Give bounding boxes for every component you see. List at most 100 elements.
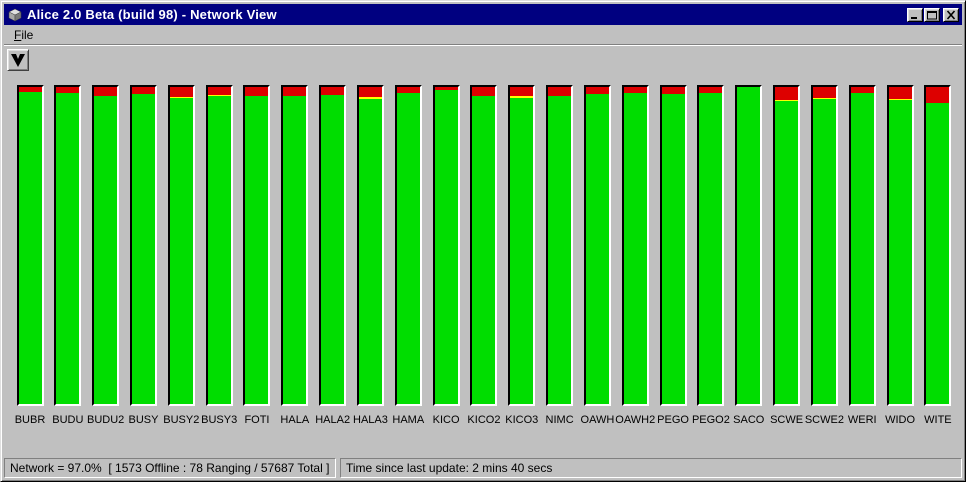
network-bar-kico3[interactable] (508, 85, 536, 406)
offline-segment (131, 87, 155, 94)
network-bar-pego2[interactable] (697, 85, 725, 406)
ranging-segment (169, 97, 193, 99)
offline-segment (18, 87, 42, 92)
offline-segment (358, 87, 382, 98)
network-bar-hala2[interactable] (319, 85, 347, 406)
online-segment (926, 102, 950, 404)
offline-segment (585, 87, 609, 94)
network-bar-pego[interactable] (659, 85, 687, 406)
expand-dropdown-button[interactable] (7, 49, 29, 71)
online-segment (207, 96, 231, 404)
bar-label: HALA3 (353, 414, 388, 426)
bar-column: PEGO (656, 85, 690, 426)
bar-label: BUBR (14, 414, 46, 426)
maximize-button[interactable] (924, 7, 940, 22)
online-segment (775, 100, 799, 404)
network-bar-oawh[interactable] (583, 85, 611, 406)
offline-segment (623, 87, 647, 93)
bar-column: WIDO (883, 85, 917, 426)
network-bar-wite[interactable] (924, 85, 952, 406)
ranging-segment (775, 99, 799, 101)
ranging-segment (207, 94, 231, 97)
bar-column: BUSY (126, 85, 160, 426)
online-segment (850, 92, 874, 404)
online-segment (812, 99, 836, 404)
offline-segment (94, 87, 118, 96)
bar-chart: BUBR BUDU BUDU2 BUSY BUSY2 BUSY3 FOTI HALA HALA2… (13, 85, 955, 426)
bar-label: SACO (733, 414, 765, 426)
network-bar-budu2[interactable] (92, 85, 120, 406)
network-bar-saco[interactable] (735, 85, 763, 406)
bar-label: BUSY (128, 414, 159, 426)
network-bar-foti[interactable] (243, 85, 271, 406)
bar-label: OAWH (580, 414, 615, 426)
offline-segment (321, 87, 345, 95)
network-bar-weri[interactable] (848, 85, 876, 406)
network-bar-busy3[interactable] (205, 85, 233, 406)
offline-segment (926, 87, 950, 103)
online-segment (56, 92, 80, 404)
bar-label: BUSY2 (163, 414, 200, 426)
bar-column: FOTI (240, 85, 274, 426)
network-bar-hala3[interactable] (356, 85, 384, 406)
network-bar-busy[interactable] (129, 85, 157, 406)
offline-segment (434, 87, 458, 90)
ranging-segment (510, 96, 534, 99)
network-bar-hala[interactable] (281, 85, 309, 406)
network-bar-busy2[interactable] (167, 85, 195, 406)
network-bar-hama[interactable] (394, 85, 422, 406)
online-segment (737, 87, 761, 404)
window-controls (906, 7, 959, 22)
online-segment (623, 92, 647, 404)
minimize-button[interactable] (907, 7, 923, 22)
online-segment (585, 93, 609, 404)
ranging-segment (812, 98, 836, 100)
status-bar: Network = 97.0% [ 1573 Offline : 78 Rang… (4, 458, 962, 478)
menu-item-file[interactable]: File (14, 27, 34, 42)
bar-label: NIMC (545, 414, 574, 426)
bar-column: NIMC (543, 85, 577, 426)
online-segment (283, 95, 307, 404)
bar-column: BUSY3 (201, 85, 237, 426)
network-bar-scwe[interactable] (773, 85, 801, 406)
close-button[interactable] (943, 7, 959, 22)
online-segment (510, 98, 534, 404)
bar-column: BUBR (13, 85, 47, 426)
offline-segment (396, 87, 420, 93)
bar-column: BUDU2 (87, 85, 125, 426)
menu-bar: File (4, 25, 962, 44)
bar-label: SCWE2 (804, 414, 844, 426)
bar-label: KICO (432, 414, 460, 426)
bar-label: FOTI (244, 414, 270, 426)
bar-column: OAWH2 (615, 85, 655, 426)
bar-label: PEGO (657, 414, 689, 426)
offline-segment (472, 87, 496, 97)
network-bar-wido[interactable] (886, 85, 914, 406)
offline-segment (888, 87, 912, 100)
network-bar-kico2[interactable] (470, 85, 498, 406)
bar-column: PEGO2 (691, 85, 730, 426)
bar-column: HALA2 (315, 85, 350, 426)
online-segment (472, 96, 496, 404)
bar-column: HAMA (391, 85, 425, 426)
bar-column: SACO (732, 85, 766, 426)
bar-label: PEGO2 (691, 414, 730, 426)
toolbar (4, 46, 962, 74)
bar-label: BUDU2 (87, 414, 125, 426)
online-segment (661, 93, 685, 404)
network-bar-bubr[interactable] (16, 85, 44, 406)
online-segment (396, 92, 420, 404)
bar-column: WERI (845, 85, 879, 426)
network-bar-kico[interactable] (432, 85, 460, 406)
bar-column: BUSY2 (163, 85, 200, 426)
online-segment (888, 99, 912, 404)
network-bar-scwe2[interactable] (810, 85, 838, 406)
network-bar-nimc[interactable] (546, 85, 574, 406)
bar-column: WITE (921, 85, 955, 426)
bar-label: SCWE (770, 414, 804, 426)
network-bar-budu[interactable] (54, 85, 82, 406)
network-bar-oawh2[interactable] (621, 85, 649, 406)
minimize-icon (911, 16, 917, 19)
last-update-panel: Time since last update: 2 mins 40 secs (340, 458, 962, 478)
